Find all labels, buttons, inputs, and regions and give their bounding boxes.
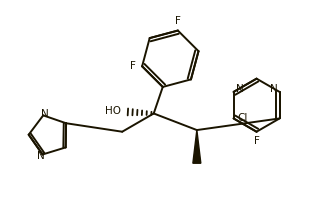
Text: F: F	[175, 16, 181, 26]
Text: HO: HO	[105, 106, 121, 116]
Text: N: N	[37, 151, 45, 161]
Text: N: N	[270, 84, 278, 94]
Text: N: N	[236, 84, 243, 94]
Text: F: F	[130, 61, 136, 71]
Text: N: N	[41, 109, 49, 119]
Polygon shape	[193, 130, 201, 163]
Text: Cl: Cl	[238, 113, 248, 123]
Text: F: F	[254, 136, 260, 146]
